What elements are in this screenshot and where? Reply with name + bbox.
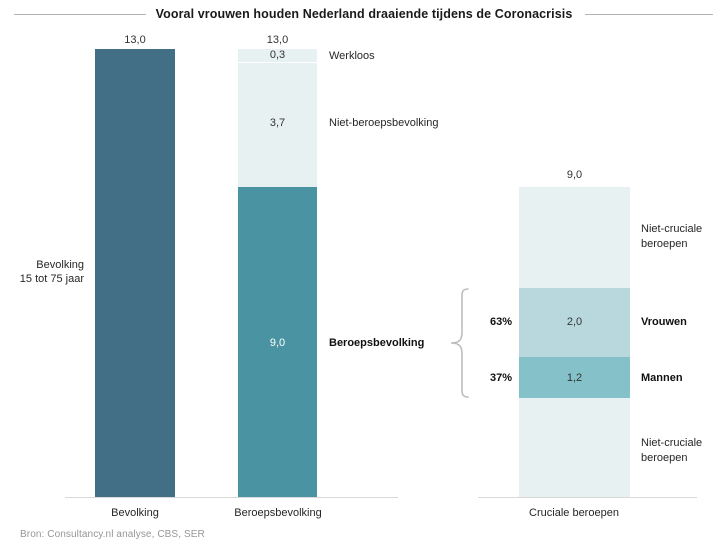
- value-werkloos: 0,3: [269, 49, 286, 61]
- value-niet-beroepsbevolking: 3,7: [269, 117, 286, 129]
- bar-segment-mannen: [519, 357, 630, 398]
- value-mannen: 1,2: [566, 372, 583, 384]
- bar-cruciale-total-label: 9,0: [566, 169, 583, 181]
- pct-vrouwen: 63%: [489, 316, 512, 328]
- bar-segment-beroepsbevolking: [238, 187, 317, 497]
- bar-beroepsbevolking-total-label: 13,0: [266, 34, 289, 46]
- label-beroepsbevolking: Beroepsbevolking: [329, 337, 425, 349]
- label-werkloos: Werkloos: [329, 50, 375, 62]
- label-niet-beroepsbevolking: Niet-beroepsbevolking: [329, 117, 439, 129]
- label-niet-cruciaal-bottom: Niet-cruciale beroepen: [641, 437, 703, 464]
- left-axis-label-line2: 15 tot 75 jaar: [19, 273, 84, 285]
- category-beroepsbevolking: Beroepsbevolking: [234, 507, 322, 519]
- source-note: Bron: Consultancy.nl analyse, CBS, SER: [20, 529, 205, 540]
- bar-segment-bevolking: [95, 49, 175, 497]
- left-axis-label: Bevolking 15 tot 75 jaar: [0, 258, 84, 286]
- bar-segment-werkloos: [238, 49, 317, 63]
- curly-brace-icon: [450, 288, 469, 398]
- chart-title: Vooral vrouwen houden Nederland draaiend…: [155, 7, 573, 21]
- left-axis-label-line1: Bevolking: [36, 259, 84, 271]
- value-beroepsbevolking: 9,0: [269, 337, 286, 349]
- label-niet-cruciaal-top: Niet-cruciale beroepen: [641, 223, 703, 250]
- category-bevolking: Bevolking: [111, 507, 159, 519]
- bar-segment-niet-cruciaal-bottom: [519, 398, 630, 497]
- bar-segment-niet-cruciaal-top: [519, 187, 630, 288]
- pct-mannen: 37%: [489, 372, 512, 384]
- label-vrouwen: Vrouwen: [641, 316, 687, 328]
- label-mannen: Mannen: [641, 372, 683, 384]
- category-cruciale-beroepen: Cruciale beroepen: [529, 507, 619, 519]
- x-axis-line-right: [478, 497, 697, 498]
- bar-segment-vrouwen: [519, 288, 630, 357]
- bar-bevolking-total-label: 13,0: [124, 34, 146, 46]
- value-vrouwen: 2,0: [566, 316, 583, 328]
- x-axis-line-left: [65, 497, 398, 498]
- title-rule-right: [585, 14, 713, 15]
- title-rule-left: [14, 14, 146, 15]
- bar-segment-niet-beroepsbevolking: [238, 63, 317, 187]
